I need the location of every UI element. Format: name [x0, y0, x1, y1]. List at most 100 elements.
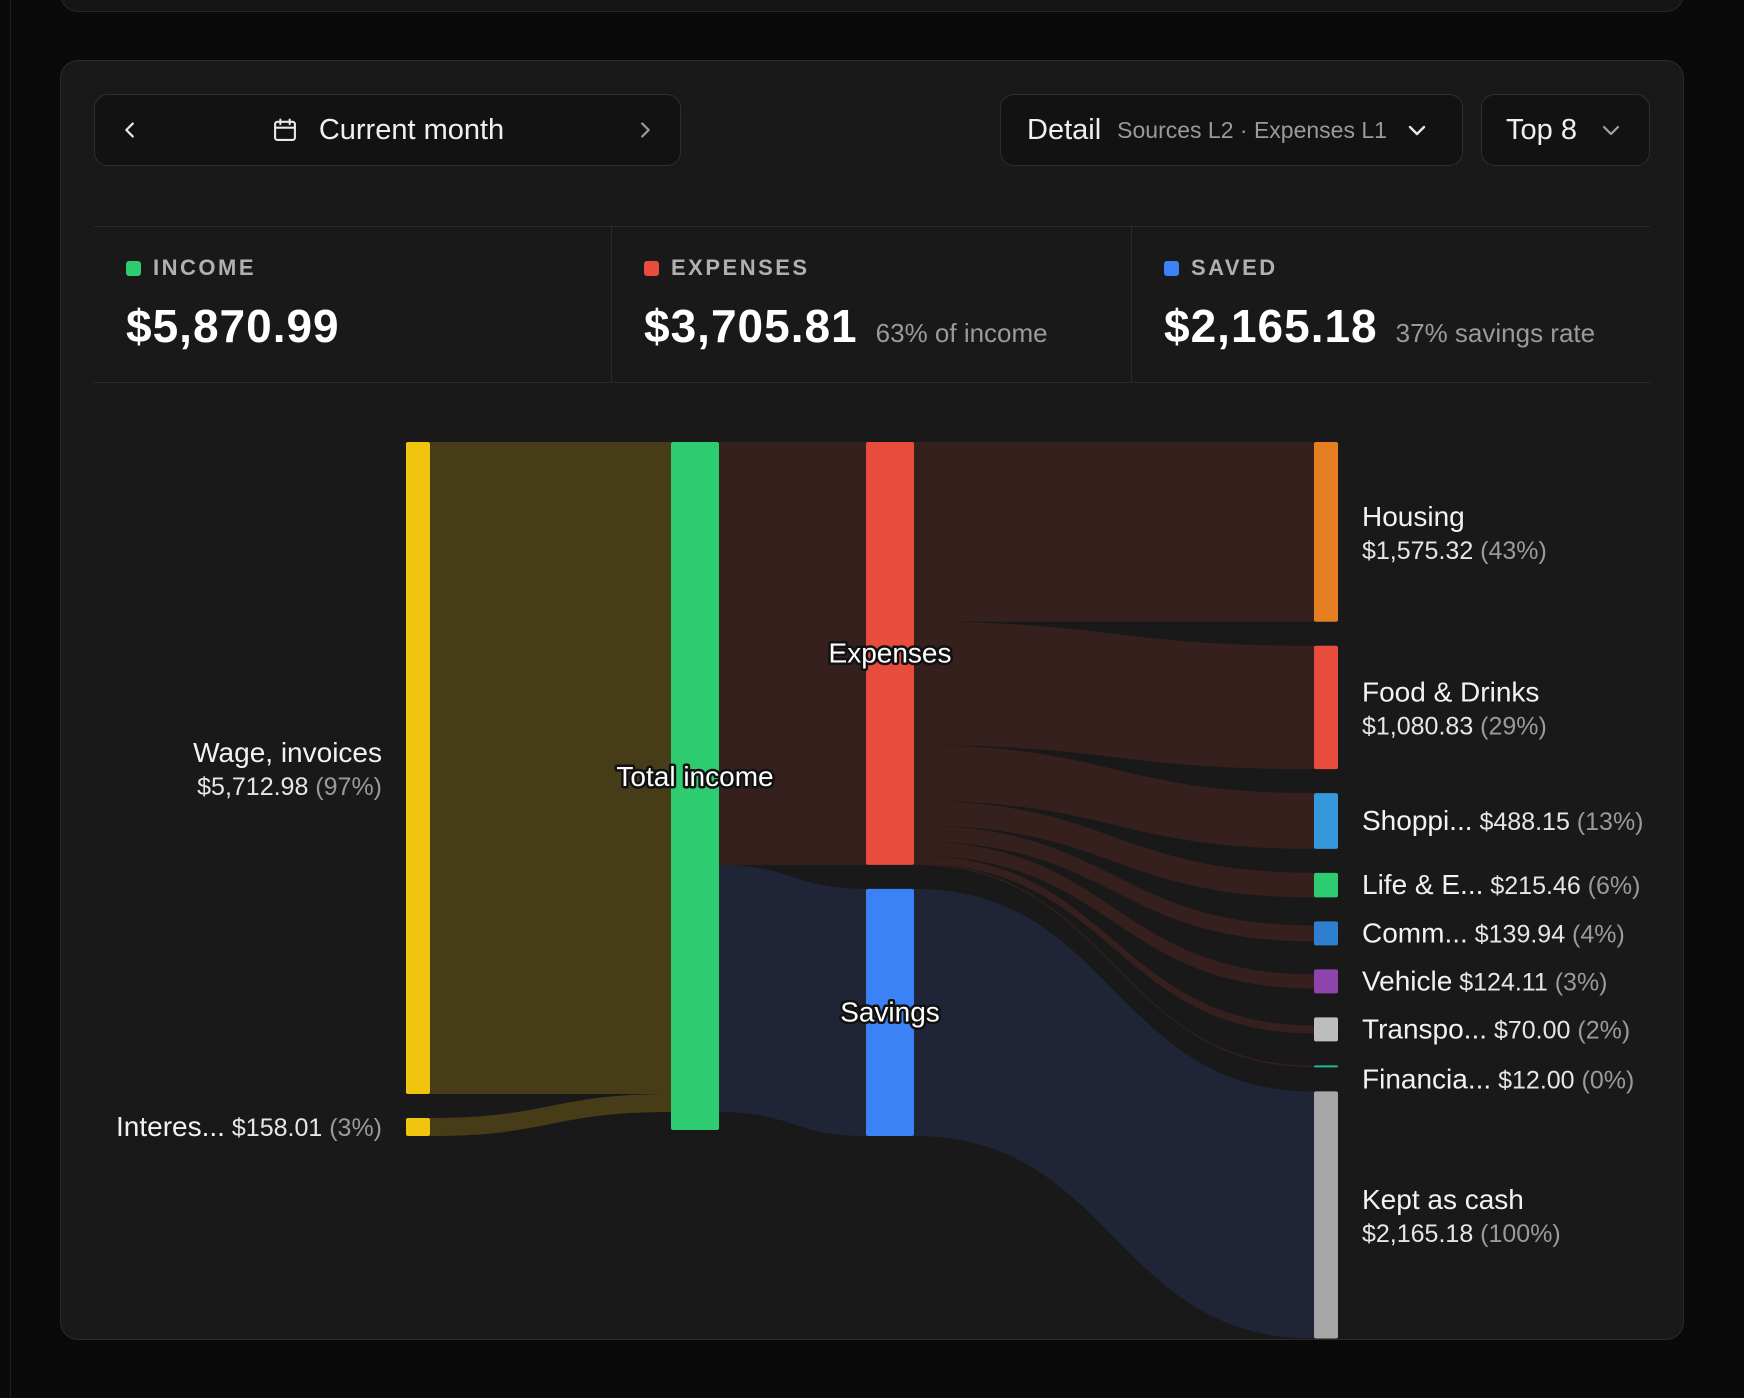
- label-savings: Savings: [840, 996, 940, 1027]
- chevron-down-icon: [1602, 125, 1620, 136]
- sankey-links: [430, 442, 1314, 1339]
- label-transpo-name: Transpo...: [1362, 1013, 1487, 1044]
- node-wage-invoices[interactable]: [406, 442, 430, 1094]
- link-expenses-life-e: [914, 800, 1314, 898]
- label-total-income-halo: Total income: [616, 761, 773, 792]
- label-shoppi-amount: $488.15: [1473, 808, 1570, 836]
- label-expenses: Expenses: [829, 637, 952, 668]
- expenses-stat: EXPENSES $3,705.81 63% of income: [611, 227, 1131, 382]
- node-expenses[interactable]: [866, 442, 914, 865]
- label-transpo-amount: $70.00: [1487, 1016, 1570, 1044]
- label-vehicle-amount: $124.11: [1452, 968, 1547, 996]
- node-vehicle[interactable]: [1314, 969, 1338, 994]
- node-kept-as-cash[interactable]: [1314, 1091, 1338, 1339]
- chevron-right-icon: [641, 122, 650, 138]
- label-vehicle-name: Vehicle: [1362, 965, 1452, 996]
- label-transpo-percent: (2%): [1570, 1016, 1630, 1044]
- link-expenses-financia: [914, 863, 1314, 1068]
- detail-value: Sources L2 · Expenses L1: [1117, 116, 1387, 143]
- next-period-button[interactable]: [610, 95, 680, 165]
- label-kept-as-cash-percent: (100%): [1473, 1220, 1561, 1248]
- link-expenses-housing: [914, 442, 1314, 622]
- saved-value: $2,165.18: [1164, 300, 1378, 352]
- expenses-swatch: [644, 260, 659, 276]
- label-food-drinks-amount: $1,080.83: [1362, 712, 1473, 740]
- node-transpo[interactable]: [1314, 1017, 1338, 1042]
- summary-stats: INCOME $5,870.99 EXPENSES $3,705.81 63% …: [94, 226, 1650, 383]
- label-food-drinks-name: Food & Drinks: [1362, 676, 1539, 707]
- expenses-value-row: $3,705.81 63% of income: [644, 299, 1048, 353]
- node-housing[interactable]: [1314, 442, 1338, 622]
- label-financia-amount: $12.00: [1491, 1066, 1574, 1094]
- top-n-label: Top 8: [1506, 113, 1577, 146]
- label-vehicle-percent: (3%): [1548, 968, 1608, 996]
- income-value: $5,870.99: [126, 300, 340, 352]
- label-transpo-label: Transpo... $70.00 (2%): [1362, 1013, 1630, 1044]
- period-current[interactable]: Current month: [165, 114, 610, 147]
- label-kept-as-cash-value: $2,165.18 (100%): [1362, 1220, 1561, 1248]
- link-expenses-transpo: [914, 855, 1314, 1034]
- label-wage-invoices-name: Wage, invoices: [193, 737, 382, 768]
- sankey-labels: Wage, invoices $5,712.98 (97%) Interes... …: [116, 501, 1644, 1248]
- label-interes-label: Interes... $158.01 (3%): [116, 1111, 382, 1142]
- detail-label: Detail: [1027, 113, 1102, 146]
- label-financia-label: Financia... $12.00 (0%): [1362, 1063, 1634, 1094]
- label-interes-percent: (3%): [322, 1114, 382, 1142]
- node-interes[interactable]: [406, 1118, 430, 1137]
- expenses-note: 63% of income: [875, 318, 1048, 348]
- label-food-drinks-value: $1,080.83 (29%): [1362, 712, 1547, 740]
- saved-label: SAVED: [1191, 255, 1278, 280]
- saved-value-row: $2,165.18 37% savings rate: [1164, 299, 1595, 353]
- period-label: Current month: [318, 113, 505, 146]
- label-expenses-halo: Expenses: [829, 637, 952, 668]
- label-wage-invoices-percent: (97%): [308, 773, 382, 801]
- detail-dropdown[interactable]: Detail Sources L2 · Expenses L1: [1000, 94, 1463, 166]
- label-total-income: Total income: [616, 761, 773, 792]
- label-housing-percent: (43%): [1473, 537, 1547, 565]
- label-housing-name: Housing: [1362, 501, 1465, 532]
- calendar-icon: [273, 118, 296, 141]
- label-wage-invoices-value: $5,712.98 (97%): [197, 773, 382, 801]
- link-interes-total: [430, 1094, 671, 1137]
- top-n-dropdown[interactable]: Top 8: [1481, 94, 1650, 166]
- link-expenses-shoppi: [914, 745, 1314, 849]
- node-comm[interactable]: [1314, 921, 1338, 946]
- link-savings-kept-as-cash: [914, 888, 1314, 1339]
- node-food-drinks[interactable]: [1314, 645, 1338, 770]
- label-kept-as-cash-name: Kept as cash: [1362, 1184, 1524, 1215]
- node-financia[interactable]: [1314, 1065, 1338, 1068]
- income-swatch: [126, 260, 141, 276]
- label-comm-percent: (4%): [1565, 920, 1625, 948]
- label-savings-halo: Savings: [840, 996, 940, 1027]
- chevron-left-icon: [125, 122, 134, 138]
- label-life-e-percent: (6%): [1581, 872, 1641, 900]
- income-label: INCOME: [153, 255, 256, 280]
- label-kept-as-cash-amount: $2,165.18: [1362, 1220, 1473, 1248]
- node-savings[interactable]: [866, 888, 914, 1137]
- chevron-down-icon: [1408, 125, 1426, 136]
- link-expenses-comm: [914, 825, 1314, 942]
- expenses-label: EXPENSES: [671, 255, 810, 280]
- node-total-income[interactable]: [671, 442, 719, 1131]
- label-life-e-label: Life & E... $215.46 (6%): [1362, 869, 1640, 900]
- label-comm-name: Comm...: [1362, 917, 1468, 948]
- label-comm-amount: $139.94: [1468, 920, 1565, 948]
- label-housing-value: $1,575.32 (43%): [1362, 537, 1547, 565]
- income-stat-header: INCOME: [126, 255, 256, 281]
- label-shoppi-percent: (13%): [1570, 808, 1644, 836]
- label-financia-name: Financia...: [1362, 1063, 1491, 1094]
- label-housing-amount: $1,575.32: [1362, 537, 1473, 565]
- period-selector: Current month: [94, 94, 681, 166]
- node-shoppi[interactable]: [1314, 793, 1338, 849]
- expenses-stat-header: EXPENSES: [644, 255, 810, 281]
- prev-period-button[interactable]: [95, 95, 165, 165]
- label-financia-percent: (0%): [1575, 1066, 1635, 1094]
- label-wage-invoices-amount: $5,712.98: [197, 773, 308, 801]
- label-life-e-amount: $215.46: [1483, 872, 1580, 900]
- expenses-value: $3,705.81: [644, 300, 858, 352]
- node-life-e[interactable]: [1314, 872, 1338, 898]
- page-edge-line: [10, 0, 11, 1398]
- income-value-row: $5,870.99: [126, 299, 340, 353]
- label-interes-name: Interes...: [116, 1111, 225, 1142]
- link-wage-invoices-total: [430, 442, 671, 1094]
